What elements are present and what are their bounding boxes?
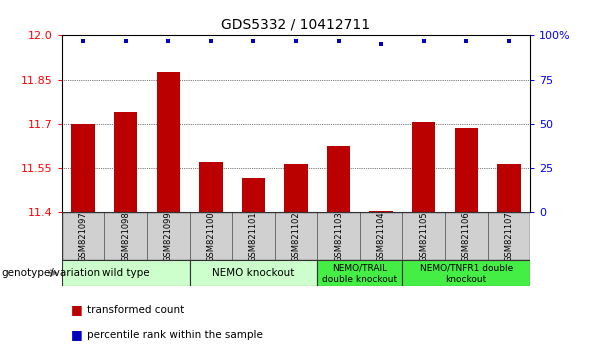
Point	[376, 41, 386, 47]
Bar	[199, 162, 223, 212]
Text: knockout: knockout	[446, 275, 487, 284]
Bar	[232, 212, 274, 260]
Bar	[402, 212, 445, 260]
Text: genotype/variation: genotype/variation	[1, 268, 100, 278]
Bar	[497, 164, 521, 212]
Text: GSM821099: GSM821099	[164, 211, 173, 262]
Bar	[402, 260, 530, 286]
Text: GSM821098: GSM821098	[121, 211, 130, 262]
Bar	[412, 122, 435, 212]
Bar	[62, 260, 190, 286]
Bar	[71, 124, 95, 212]
Point	[249, 38, 258, 44]
Point	[419, 38, 428, 44]
Bar	[455, 128, 478, 212]
Bar	[274, 212, 317, 260]
Text: GSM821106: GSM821106	[462, 211, 471, 262]
Bar	[284, 164, 307, 212]
Bar	[190, 260, 317, 286]
Text: NEMO/TNFR1 double: NEMO/TNFR1 double	[419, 263, 513, 273]
Bar	[445, 212, 488, 260]
Text: GSM821100: GSM821100	[206, 211, 216, 262]
Bar	[360, 212, 402, 260]
Bar	[317, 260, 402, 286]
Text: GSM821105: GSM821105	[419, 211, 428, 262]
Bar	[104, 212, 147, 260]
Text: ■: ■	[71, 303, 82, 316]
Bar	[190, 212, 232, 260]
Point	[462, 38, 471, 44]
Point	[334, 38, 343, 44]
Text: GSM821102: GSM821102	[292, 211, 300, 262]
Text: GSM821097: GSM821097	[78, 211, 88, 262]
Point	[78, 38, 88, 44]
Text: double knockout: double knockout	[322, 275, 398, 284]
Text: wild type: wild type	[102, 268, 150, 278]
Bar	[241, 178, 265, 212]
Text: NEMO knockout: NEMO knockout	[212, 268, 294, 278]
Point	[504, 38, 514, 44]
Text: transformed count: transformed count	[87, 305, 184, 315]
Bar	[114, 112, 137, 212]
Text: percentile rank within the sample: percentile rank within the sample	[87, 330, 263, 339]
Bar	[147, 212, 190, 260]
Text: GSM821107: GSM821107	[504, 211, 514, 262]
Text: GSM821101: GSM821101	[249, 211, 258, 262]
Bar	[317, 212, 360, 260]
Title: GDS5332 / 10412711: GDS5332 / 10412711	[221, 17, 370, 32]
Text: GSM821103: GSM821103	[334, 211, 343, 262]
Bar	[369, 211, 393, 212]
Bar	[488, 212, 530, 260]
Point	[291, 38, 300, 44]
Point	[164, 38, 173, 44]
Point	[206, 38, 216, 44]
Point	[121, 38, 130, 44]
Bar	[62, 212, 104, 260]
Bar	[157, 72, 180, 212]
Text: NEMO/TRAIL: NEMO/TRAIL	[332, 263, 388, 273]
Text: GSM821104: GSM821104	[376, 211, 386, 262]
Text: ■: ■	[71, 328, 82, 341]
Bar	[327, 146, 350, 212]
